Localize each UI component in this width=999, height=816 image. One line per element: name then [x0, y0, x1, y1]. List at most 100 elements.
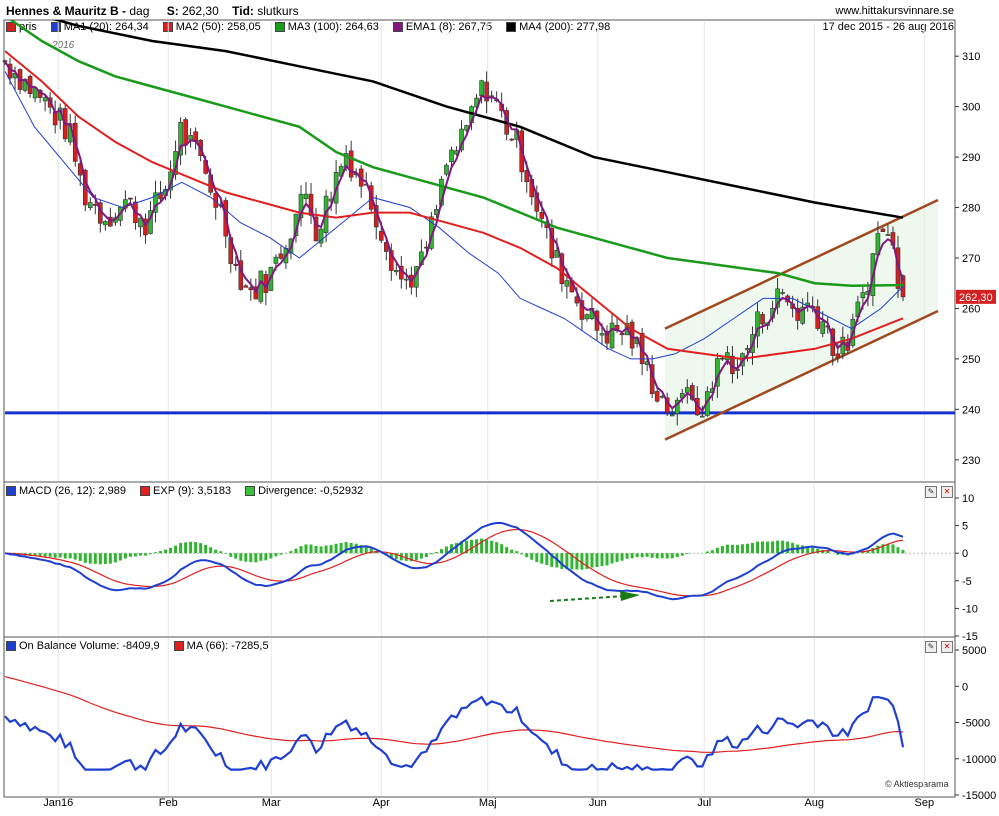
price-tag-label: 262,30: [959, 292, 993, 304]
candle-body: [689, 385, 695, 400]
legend-swatch: [6, 486, 16, 496]
macd-legend: MACD (26, 12): 2,989 EXP (9): 3,5183 Diver…: [6, 485, 377, 499]
obv-ma-line: [4, 676, 904, 754]
y-tick-label: 260: [962, 303, 980, 315]
legend-label: MA4 (200): 277,98: [519, 21, 611, 33]
candle-body: [604, 330, 610, 344]
legend-swatch: [6, 641, 16, 651]
candle-body: [449, 149, 454, 163]
legend-item: MA3 (100): 264,63: [274, 21, 379, 33]
candle-body: [820, 321, 826, 334]
candle-body: [243, 285, 249, 288]
candle-body: [579, 300, 585, 320]
obv-panel: [4, 676, 905, 772]
close-icon[interactable]: ✕: [941, 641, 953, 653]
candle-body: [103, 221, 108, 226]
legend-item: MA2 (50): 258,05: [162, 21, 261, 33]
candle-body: [745, 348, 750, 351]
obv-line: [4, 695, 905, 772]
obv-legend: On Balance Volume: -8409,9 MA (66): -7285…: [6, 640, 283, 654]
legend-label: Divergence: -0,52932: [258, 485, 364, 497]
y-tick-label: -15000: [962, 790, 996, 802]
legend-swatch: [245, 486, 256, 496]
candle-body: [780, 292, 785, 294]
y-tick-label: 270: [962, 253, 980, 265]
candle-body: [800, 306, 805, 324]
candle-body: [233, 263, 239, 266]
legend-item: Divergence: -0,52932: [245, 485, 363, 497]
x-tick-label: Sep: [915, 797, 935, 809]
candle-body: [835, 353, 841, 358]
x-tick-label: Jul: [697, 797, 711, 809]
legend-item: MA1 (20): 264,34: [50, 21, 149, 33]
date-range: 17 dec 2015 - 26 aug 2016: [822, 21, 954, 33]
legend-label: On Balance Volume: -8409,9: [19, 640, 160, 652]
y-tick-label: 230: [962, 455, 980, 467]
candle-body: [619, 333, 625, 336]
legend-item: EXP (9): 3,5183: [140, 485, 231, 497]
candle-body: [278, 253, 284, 259]
candle-body: [444, 164, 449, 175]
candle-body: [509, 138, 514, 141]
legend-item: MACD (26, 12): 2,989: [6, 485, 126, 497]
candle-body: [609, 322, 615, 349]
ma-line: [8, 20, 904, 288]
wrench-icon[interactable]: ✎: [925, 641, 937, 653]
x-tick-label: Apr: [373, 797, 390, 809]
macd-panel: [3, 522, 955, 602]
ma-line: [52, 20, 904, 219]
y-tick-label: 5: [962, 521, 968, 533]
candle-body: [318, 228, 324, 244]
candle-body: [885, 234, 891, 236]
x-tick-label: Maj: [479, 797, 497, 809]
y-tick-label: -10000: [962, 754, 996, 766]
legend-item: On Balance Volume: -8409,9: [6, 640, 160, 652]
signal-line: [4, 528, 904, 597]
divergence-arrow: [549, 595, 626, 602]
candle-body: [138, 217, 143, 228]
y-tick-label: 0: [962, 681, 968, 693]
candle-body: [153, 192, 158, 213]
candle-body: [584, 314, 590, 320]
site-link[interactable]: www.hittakursvinnare.se: [835, 5, 954, 17]
candle-body: [87, 202, 93, 208]
legend-swatch: [392, 22, 403, 32]
legend-item: MA (66): -7285,5: [173, 640, 269, 652]
macd-line: [4, 522, 904, 601]
legend-swatch: [50, 22, 61, 32]
x-tick-label: Feb: [159, 797, 178, 809]
candle-body: [308, 193, 314, 216]
candle-body: [564, 280, 570, 287]
candle-body: [42, 97, 48, 102]
candle-body: [700, 415, 705, 418]
candle-body: [404, 278, 409, 281]
ma-line: [5, 71, 904, 360]
y-tick-label: -10: [962, 603, 978, 615]
wrench-icon[interactable]: ✎: [925, 486, 937, 498]
candle-body: [880, 228, 886, 232]
candle-body: [524, 170, 530, 183]
y-tick-label: 10: [962, 493, 974, 505]
legend-swatch: [6, 22, 16, 32]
candle-body: [183, 119, 188, 146]
legend-label: MACD (26, 12): 2,989: [19, 485, 126, 497]
candle-body: [378, 231, 384, 241]
chart-header: Hennes & Mauritz B - dag S: 262,30 Tid: …: [0, 0, 999, 20]
legend-label: MA3 (100): 264,63: [287, 21, 379, 33]
legend-label: MA (66): -7285,5: [186, 640, 269, 652]
candle-body: [313, 216, 319, 242]
arrowhead: [620, 591, 640, 601]
close-icon[interactable]: ✕: [941, 486, 953, 498]
ma-line: [5, 50, 904, 360]
candle-body: [394, 270, 399, 273]
year-label: 2016: [52, 40, 75, 51]
legend-swatch: [140, 486, 150, 496]
x-tick-label: Jun: [589, 797, 607, 809]
candle-body: [559, 253, 565, 285]
channel-upper-line: [664, 198, 939, 330]
candle-body: [213, 193, 219, 208]
price-panel: [2, 20, 955, 795]
candle-body: [479, 80, 484, 97]
legend-label: EMA1 (8): 267,75: [405, 21, 493, 33]
